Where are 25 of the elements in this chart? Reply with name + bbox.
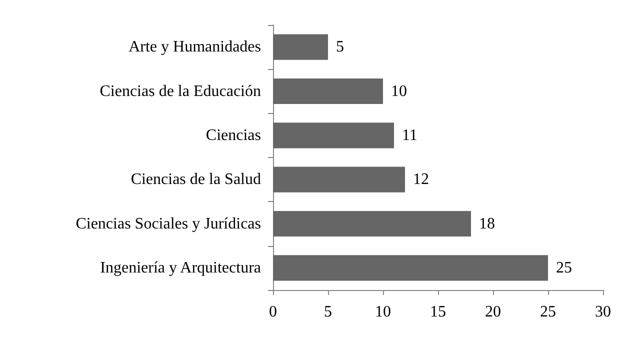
bar xyxy=(273,166,405,192)
bar xyxy=(273,255,548,281)
bar xyxy=(273,122,394,148)
y-tick-label: Ingeniería y Arquitectura xyxy=(100,259,261,276)
x-tick-label: 10 xyxy=(375,304,391,320)
bar xyxy=(273,34,328,60)
data-label: 12 xyxy=(413,171,429,188)
bar xyxy=(273,210,471,237)
y-tick-label: Ciencias xyxy=(206,126,261,144)
x-tick-label: 5 xyxy=(324,304,332,320)
y-tick-label: Ciencias de la Educación xyxy=(100,82,261,100)
bar xyxy=(273,78,383,104)
x-tick-label: 30 xyxy=(595,304,611,320)
data-label: 25 xyxy=(556,259,572,276)
y-tick-label: Ciencias Sociales y Jurídicas xyxy=(76,215,261,232)
y-tick-label: Ciencias de la Salud xyxy=(130,171,261,188)
x-tick-label: 25 xyxy=(540,304,556,320)
data-label: 11 xyxy=(402,126,418,144)
data-label: 10 xyxy=(391,82,407,100)
y-tick-label: Arte y Humanidades xyxy=(128,38,261,56)
data-label: 5 xyxy=(336,38,344,56)
x-tick-label: 0 xyxy=(269,304,277,320)
x-tick-label: 15 xyxy=(430,304,446,320)
data-label: 18 xyxy=(479,215,495,232)
x-tick-label: 20 xyxy=(485,304,501,320)
